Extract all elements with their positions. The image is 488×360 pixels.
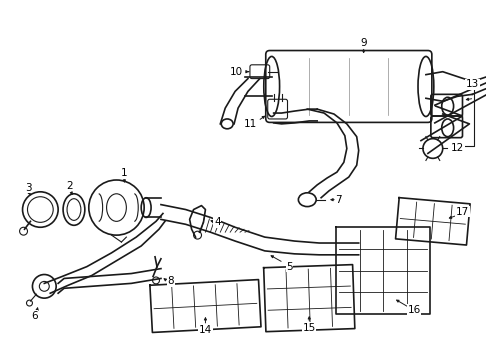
Text: 11: 11: [243, 119, 256, 129]
Text: 1: 1: [121, 168, 127, 178]
Text: 10: 10: [229, 67, 242, 77]
Text: 4: 4: [214, 217, 220, 227]
Text: 14: 14: [199, 325, 212, 335]
Text: 8: 8: [167, 276, 174, 287]
Text: 5: 5: [285, 262, 292, 272]
Text: 6: 6: [31, 311, 38, 321]
Text: 17: 17: [455, 207, 468, 216]
Text: 7: 7: [335, 195, 342, 205]
Text: 13: 13: [465, 80, 478, 90]
Text: 15: 15: [302, 323, 315, 333]
Text: 2: 2: [66, 181, 73, 191]
Text: 12: 12: [450, 144, 463, 153]
Text: 9: 9: [360, 38, 366, 48]
Text: 3: 3: [25, 183, 32, 193]
Text: 16: 16: [407, 305, 420, 315]
